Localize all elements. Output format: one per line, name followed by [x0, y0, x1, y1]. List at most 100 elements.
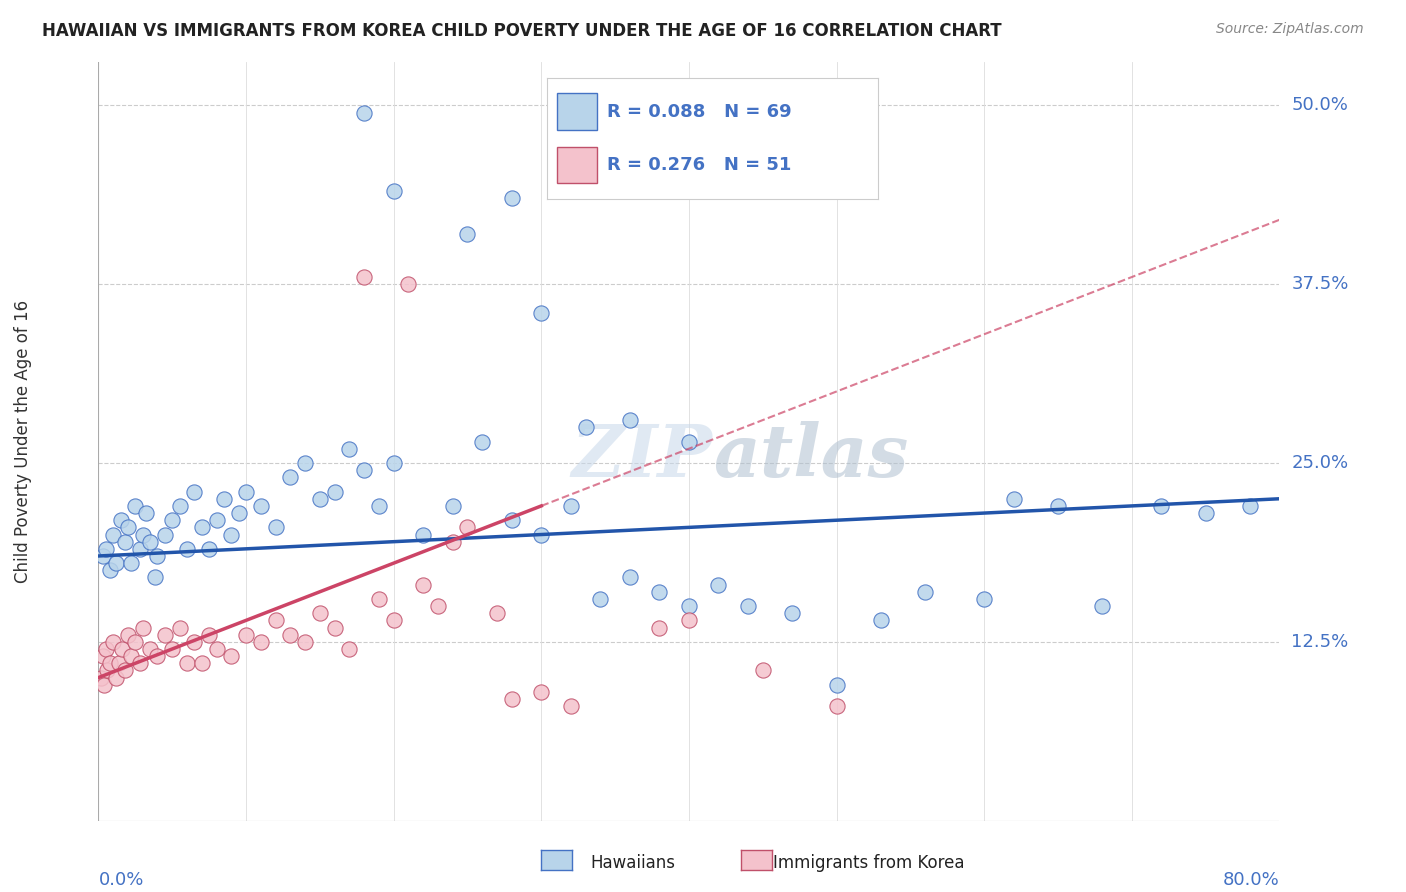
Point	[501, 692, 523, 706]
Point	[560, 699, 582, 714]
Point	[412, 527, 434, 541]
Point	[221, 649, 243, 664]
Point	[398, 277, 420, 292]
Point	[323, 620, 346, 634]
Point	[94, 642, 117, 657]
Point	[457, 227, 479, 241]
Point	[250, 635, 273, 649]
Point	[294, 635, 316, 649]
Point	[139, 642, 162, 657]
Point	[353, 105, 375, 120]
Point	[250, 499, 273, 513]
Point	[94, 541, 117, 556]
Point	[146, 549, 169, 563]
Text: 25.0%: 25.0%	[1291, 454, 1348, 472]
Point	[471, 434, 494, 449]
Point	[441, 534, 464, 549]
Point	[117, 628, 139, 642]
Point	[782, 606, 804, 620]
Point	[486, 606, 509, 620]
Point	[235, 484, 257, 499]
Point	[124, 635, 146, 649]
Point	[412, 577, 434, 591]
Point	[108, 657, 131, 671]
Text: ZIP: ZIP	[572, 421, 713, 492]
Point	[973, 591, 995, 606]
Point	[169, 499, 191, 513]
Point	[382, 456, 405, 470]
Point	[648, 584, 671, 599]
Point	[339, 442, 361, 456]
Point	[382, 613, 405, 627]
Text: HAWAIIAN VS IMMIGRANTS FROM KOREA CHILD POVERTY UNDER THE AGE OF 16 CORRELATION : HAWAIIAN VS IMMIGRANTS FROM KOREA CHILD …	[42, 22, 1002, 40]
Point	[110, 513, 132, 527]
Point	[1047, 499, 1070, 513]
Point	[111, 642, 134, 657]
Point	[205, 513, 228, 527]
Point	[368, 591, 391, 606]
Point	[678, 434, 700, 449]
Point	[382, 184, 405, 198]
Point	[162, 642, 183, 657]
Point	[93, 678, 115, 692]
Point	[309, 606, 332, 620]
Point	[91, 549, 114, 563]
Point	[114, 664, 136, 678]
Point	[212, 491, 235, 506]
Point	[264, 613, 287, 627]
Point	[221, 527, 243, 541]
Point	[176, 541, 198, 556]
Point	[870, 613, 893, 627]
Point	[98, 657, 121, 671]
Point	[678, 599, 700, 613]
Text: 80.0%: 80.0%	[1223, 871, 1279, 888]
Point	[825, 699, 848, 714]
Point	[427, 599, 450, 613]
Text: 12.5%: 12.5%	[1291, 632, 1348, 651]
Text: Immigrants from Korea: Immigrants from Korea	[773, 854, 965, 871]
Point	[589, 591, 612, 606]
Point	[235, 628, 257, 642]
Point	[198, 541, 221, 556]
Point	[575, 420, 598, 434]
Point	[143, 570, 166, 584]
Point	[191, 657, 214, 671]
Point	[228, 506, 250, 520]
Point	[1239, 499, 1261, 513]
Point	[105, 671, 128, 685]
Point	[339, 642, 361, 657]
Point	[198, 628, 221, 642]
Point	[280, 470, 302, 484]
Point	[353, 463, 375, 477]
Text: 37.5%: 37.5%	[1291, 275, 1348, 293]
Text: Hawaiians: Hawaiians	[591, 854, 675, 871]
Point	[294, 456, 316, 470]
Point	[619, 413, 641, 427]
Text: 50.0%: 50.0%	[1291, 96, 1348, 114]
Point	[135, 506, 157, 520]
Point	[501, 513, 523, 527]
Point	[648, 620, 671, 634]
Point	[103, 527, 125, 541]
Point	[368, 499, 391, 513]
Point	[205, 642, 228, 657]
Point	[128, 657, 150, 671]
Point	[124, 499, 146, 513]
Point	[457, 520, 479, 534]
Point	[1002, 491, 1025, 506]
Text: 0.0%: 0.0%	[98, 871, 143, 888]
Point	[91, 649, 114, 664]
Point	[309, 491, 332, 506]
Point	[678, 613, 700, 627]
Point	[560, 499, 582, 513]
Point	[441, 499, 464, 513]
Point	[353, 270, 375, 285]
Text: Child Poverty Under the Age of 16: Child Poverty Under the Age of 16	[14, 300, 32, 583]
Point	[914, 584, 936, 599]
Point	[530, 306, 553, 320]
Point	[120, 556, 142, 570]
Point	[264, 520, 287, 534]
Point	[90, 671, 112, 685]
Point	[1195, 506, 1218, 520]
Point	[105, 556, 128, 570]
